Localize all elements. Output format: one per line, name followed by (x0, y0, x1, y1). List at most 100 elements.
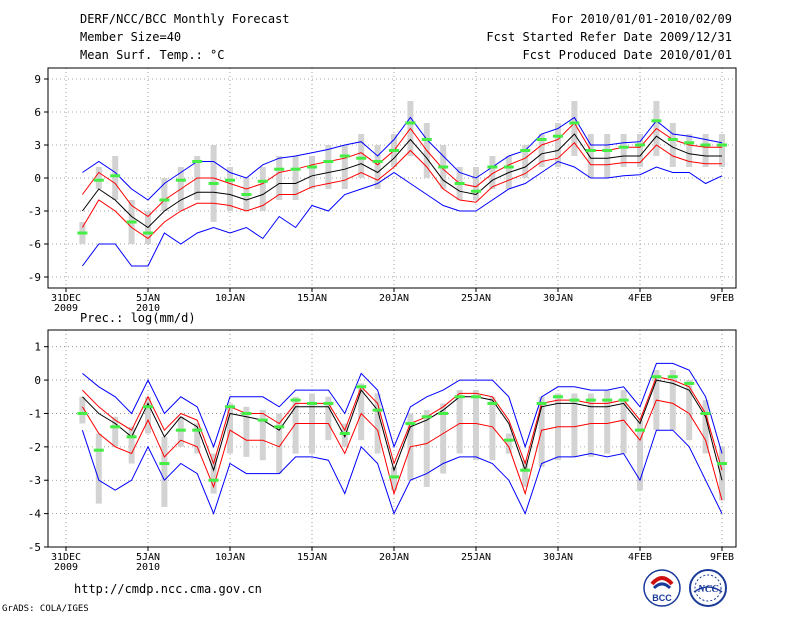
p2-spread-box (440, 403, 447, 474)
p2-ytick-label: -4 (28, 508, 42, 521)
member-size: Member Size=40 (80, 30, 182, 44)
p1-spread-box (702, 134, 709, 167)
p1-ytick-label: -6 (28, 238, 41, 251)
bcc-logo-text: BCC (652, 593, 672, 603)
p1-spread-box (227, 167, 233, 211)
grads-credit: GrADS: COLA/IGES (2, 604, 89, 614)
p2-spread-box (259, 410, 266, 461)
p1-spread-box (161, 178, 168, 211)
p2-spread-box (227, 403, 233, 454)
p2-ytick-label: 0 (34, 374, 41, 387)
p1-spread-box (669, 123, 676, 167)
p1-xtick-label: 10JAN (215, 293, 245, 304)
p1-spread-box (587, 134, 594, 178)
p1-spread-box (538, 134, 545, 167)
p1-xtick-label: 20JAN (379, 293, 409, 304)
p2-spread-box (194, 423, 201, 454)
p2-frame (47, 329, 737, 548)
p1-ytick-label: 0 (34, 172, 41, 185)
ncc-logo-text: NCC (697, 584, 719, 595)
p2-ytick-label: 1 (34, 341, 41, 354)
p2-ytick-label: -5 (28, 541, 41, 554)
p1-line-max (82, 116, 723, 201)
p2-xtick-sublabel: 2010 (136, 562, 160, 573)
p1-spread-box (522, 145, 529, 178)
p2-spread-box (210, 453, 217, 494)
p2-line-mean (82, 379, 723, 481)
p2-spread-box (522, 460, 529, 487)
p1-spread-box (555, 123, 561, 167)
p1-spread-box (292, 156, 299, 200)
p1-spread-box (341, 145, 348, 189)
p1-spread-box (489, 156, 496, 189)
p1-ytick-label: -9 (28, 271, 41, 284)
bcc-logo: BCC (643, 569, 681, 607)
p1-xtick-label: 25JAN (461, 293, 491, 304)
p1-spread-box (276, 156, 283, 200)
p2-xtick-label: 15JAN (297, 552, 327, 563)
p2-spread-box (145, 396, 151, 434)
p2-spread-box (587, 393, 594, 457)
p2-spread-box (276, 413, 283, 474)
p2-xtick-label: 31DEC (51, 552, 81, 563)
p2-line-lower (81, 399, 723, 501)
p2-spread-box (112, 416, 119, 447)
p2-spread-box (571, 393, 578, 457)
p2-spread-box (391, 466, 397, 491)
p2-spread-box (374, 393, 381, 454)
p1-line-mean (81, 133, 722, 229)
p1-xtick-label: 31DEC (51, 293, 81, 304)
forecast-start-date: Fcst Started Refer Date 2009/12/31 (486, 30, 732, 44)
p1-ytick-label: -3 (28, 205, 41, 218)
p2-spread-box (604, 390, 611, 454)
p2-spread-box (341, 423, 348, 447)
p2-spread-box (456, 390, 463, 454)
p2-spread-box (702, 400, 709, 454)
p2-spread-box (489, 396, 496, 461)
p1-line-upper (81, 122, 722, 218)
p1-line-lower (81, 142, 722, 240)
p1-xtick-label: 15JAN (297, 293, 327, 304)
p2-ytick-label: -2 (28, 441, 41, 454)
p1-line-min (81, 160, 723, 267)
p2-xtick-label: 30JAN (543, 552, 573, 563)
p2-line-max (82, 362, 723, 454)
p2-xtick-label: 4FEB (628, 552, 652, 563)
p1-spread-box (473, 167, 479, 200)
p2-spread-box (669, 370, 676, 431)
p2-spread-box (325, 396, 332, 441)
p2-spread-box (161, 436, 168, 507)
p2-xtick-label: 5JAN (136, 552, 160, 563)
p2-panel-title: Prec.: log(mm/d) (80, 311, 196, 325)
p1-xtick-label: 9FEB (710, 293, 734, 304)
p2-spread-box (292, 396, 299, 454)
p2-spread-box (128, 426, 135, 464)
ncc-logo: NCC (689, 569, 727, 607)
p1-ytick-label: 6 (34, 106, 41, 119)
forecast-period: For 2010/01/01-2010/02/09 (551, 12, 732, 26)
p1-xtick-sublabel: 2009 (54, 303, 78, 314)
p1-spread-box (309, 156, 315, 189)
p2-spread-box (473, 390, 479, 461)
p1-spread-box (259, 167, 266, 211)
p1-spread-box (95, 167, 102, 189)
p2-xtick-sublabel: 2009 (54, 562, 78, 573)
p1-spread-box (620, 134, 627, 167)
p2-ytick-label: -3 (28, 474, 41, 487)
p1-spread-box (571, 101, 578, 156)
p1-xtick-sublabel: 2010 (136, 303, 160, 314)
p1-ytick-label: 9 (34, 73, 41, 86)
p2-spread-box (423, 410, 430, 487)
p2-xtick-label: 25JAN (461, 552, 491, 563)
variable-label: Mean Surf. Temp.: °C (80, 48, 225, 62)
p1-spread-box (358, 134, 365, 178)
p2-spread-box (686, 380, 693, 441)
p1-xtick-label: 5JAN (136, 293, 160, 304)
p1-spread-box (325, 145, 332, 189)
p2-spread-box (243, 406, 250, 457)
p2-line-min (81, 429, 723, 516)
source-url[interactable]: http://cmdp.ncc.cma.gov.cn (74, 582, 262, 596)
p1-xtick-label: 4FEB (628, 293, 652, 304)
p2-spread-box (177, 416, 184, 447)
